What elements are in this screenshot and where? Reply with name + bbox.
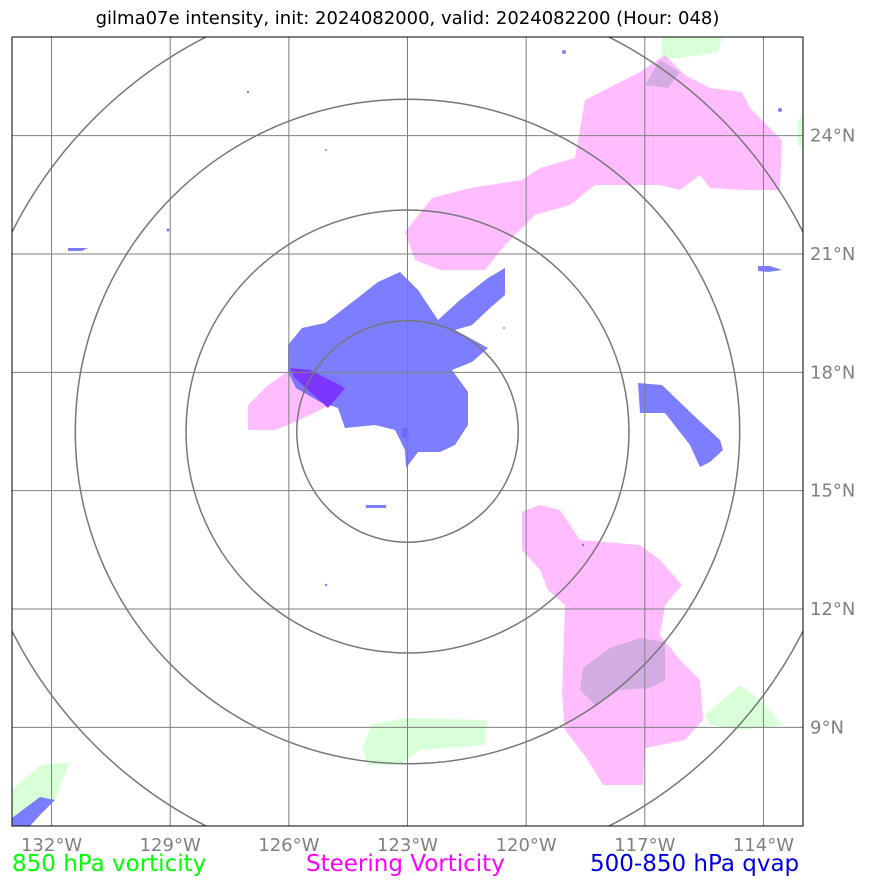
lat-tick-label: 24°N [810,126,855,147]
range-ring [185,209,630,654]
steering-area [645,60,680,88]
legend-steering-vorticity: Steering Vorticity [306,851,505,877]
lon-tick-label: 123°W [377,835,438,856]
qvap-area [325,149,327,151]
steering-vorticity-layer [248,55,782,785]
range-ring [296,320,519,543]
qvap-area [778,108,782,112]
qvap-area [12,797,55,826]
qvap-area [166,228,170,232]
vort850-area [362,718,487,765]
latitude-ticks: 24°N 21°N 18°N 15°N 12°N 9°N [810,126,855,739]
steering-area [580,638,665,705]
qvap-area [581,543,585,547]
qvap-area [562,50,566,54]
lat-tick-label: 15°N [810,481,855,502]
lat-tick-label: 12°N [810,599,855,620]
qvap-area [366,505,386,508]
vort850-area [798,112,803,150]
range-ring [74,98,741,765]
qvap-area [68,248,88,251]
chart-title: gilma07e intensity, init: 2024082000, va… [95,8,720,29]
qvap-area [758,266,782,272]
qvap-area [290,368,345,408]
qvap-area [503,327,505,329]
lon-tick-label: 129°W [140,835,201,856]
steering-area [522,505,703,785]
plot-frame [11,36,804,827]
qvap-area [246,90,250,94]
lon-tick-label: 126°W [258,835,319,856]
range-rings [12,37,803,826]
legend-850-vorticity: 850 hPa vorticity [12,851,207,877]
qvap-area [288,268,505,468]
qvap-area [324,583,328,587]
lat-tick-label: 18°N [810,362,855,383]
lat-tick-label: 21°N [810,244,855,265]
vorticity-850-layer [12,37,803,825]
lon-tick-label: 132°W [21,835,82,856]
legend-qvap: 500-850 hPa qvap [590,851,800,877]
lat-tick-label: 9°N [810,717,844,738]
vort850-area [662,37,722,60]
steering-area [405,55,782,270]
lon-tick-label: 117°W [614,835,675,856]
lon-tick-label: 114°W [733,835,794,856]
longitude-ticks: 132°W 129°W 126°W 123°W 120°W 117°W 114°W [21,835,794,856]
lon-tick-label: 120°W [496,835,557,856]
qvap-area [638,383,723,467]
vort850-area [705,685,783,730]
